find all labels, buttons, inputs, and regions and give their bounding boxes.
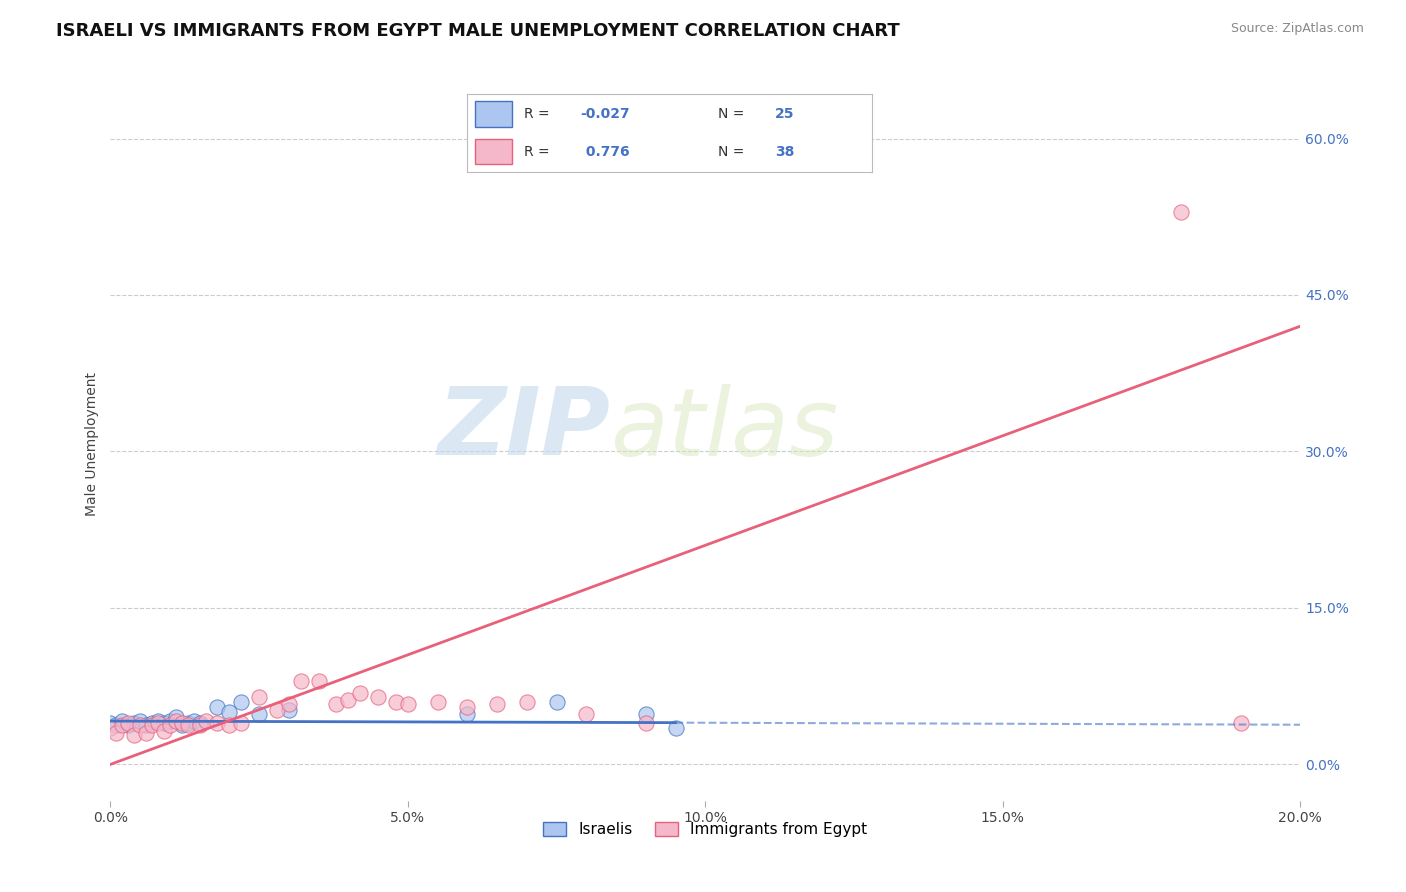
Point: [231, 695, 253, 709]
Point: [396, 697, 419, 711]
Point: [325, 697, 347, 711]
Point: [105, 717, 128, 731]
Text: ZIP: ZIP: [437, 384, 610, 475]
Point: [266, 703, 288, 717]
Point: [146, 714, 169, 728]
Point: [349, 686, 371, 700]
Point: [337, 692, 360, 706]
Point: [1229, 715, 1251, 730]
Point: [456, 700, 478, 714]
Point: [486, 697, 509, 711]
Point: [207, 700, 229, 714]
Point: [385, 695, 408, 709]
Point: [218, 717, 240, 731]
Point: [218, 705, 240, 719]
Point: [188, 715, 211, 730]
Point: [290, 673, 312, 688]
Point: [183, 714, 205, 728]
Point: [153, 715, 176, 730]
Point: [194, 714, 217, 728]
Point: [105, 726, 128, 740]
Point: [141, 715, 163, 730]
Point: [207, 715, 229, 730]
Point: [122, 728, 145, 742]
Legend: Israelis, Immigrants from Egypt: Israelis, Immigrants from Egypt: [537, 816, 873, 843]
Point: [308, 673, 330, 688]
Point: [247, 707, 270, 722]
Point: [129, 714, 152, 728]
Point: [177, 717, 200, 731]
Y-axis label: Male Unemployment: Male Unemployment: [86, 372, 100, 516]
Text: Source: ZipAtlas.com: Source: ZipAtlas.com: [1230, 22, 1364, 36]
Text: ISRAELI VS IMMIGRANTS FROM EGYPT MALE UNEMPLOYMENT CORRELATION CHART: ISRAELI VS IMMIGRANTS FROM EGYPT MALE UN…: [56, 22, 900, 40]
Point: [277, 697, 299, 711]
Point: [1170, 204, 1192, 219]
Point: [146, 715, 169, 730]
Point: [141, 717, 163, 731]
Point: [247, 690, 270, 704]
Point: [135, 726, 157, 740]
Point: [516, 695, 538, 709]
Point: [170, 715, 193, 730]
Point: [634, 715, 657, 730]
Point: [426, 695, 449, 709]
Point: [111, 717, 134, 731]
Point: [575, 707, 598, 722]
Point: [159, 714, 181, 728]
Point: [177, 715, 200, 730]
Point: [100, 715, 122, 730]
Point: [122, 715, 145, 730]
Point: [367, 690, 389, 704]
Point: [100, 721, 122, 735]
Point: [111, 714, 134, 728]
Point: [117, 715, 139, 730]
Point: [634, 707, 657, 722]
Text: atlas: atlas: [610, 384, 838, 475]
Point: [159, 717, 181, 731]
Point: [153, 723, 176, 738]
Point: [165, 710, 187, 724]
Point: [117, 717, 139, 731]
Point: [165, 714, 187, 728]
Point: [170, 717, 193, 731]
Point: [546, 695, 568, 709]
Point: [129, 717, 152, 731]
Point: [188, 717, 211, 731]
Point: [277, 703, 299, 717]
Point: [135, 717, 157, 731]
Point: [664, 721, 686, 735]
Point: [456, 707, 478, 722]
Point: [231, 715, 253, 730]
